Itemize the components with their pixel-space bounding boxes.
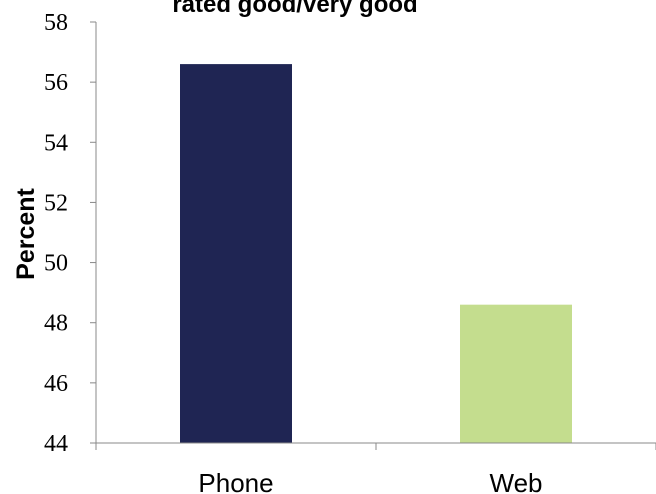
y-tick-label: 54 [44, 130, 68, 156]
bar-web [460, 304, 572, 443]
y-tick-label: 50 [44, 251, 68, 277]
y-tick-label: 52 [44, 190, 68, 216]
y-tick-label: 58 [44, 10, 68, 36]
y-axis-label: Percent [12, 187, 40, 279]
bars [180, 64, 572, 443]
y-tick-label: 56 [44, 70, 68, 96]
x-tick-label: Phone [198, 468, 273, 494]
y-axis-ticks: 44 46 48 50 52 54 56 58 [44, 10, 96, 457]
chart-title: rated good/very good [172, 0, 417, 18]
bar-phone [180, 64, 292, 443]
y-tick-label: 46 [44, 371, 68, 397]
y-tick-label: 44 [44, 431, 68, 457]
y-tick-label: 48 [44, 311, 68, 337]
x-tick-label: Web [490, 468, 543, 494]
x-axis-ticks: Phone Web [95, 443, 656, 494]
